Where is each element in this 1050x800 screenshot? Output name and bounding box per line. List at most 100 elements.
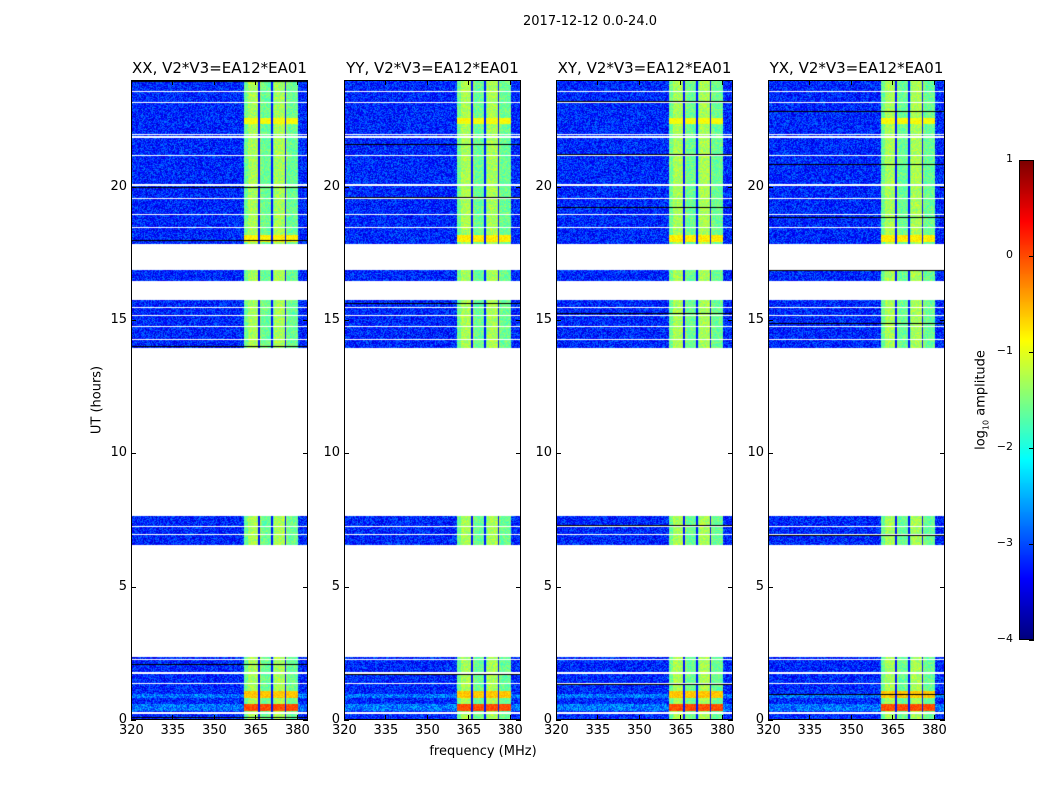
x-tick-label: 365 xyxy=(880,723,906,738)
y-tick-right xyxy=(516,320,521,321)
y-tick xyxy=(344,586,349,588)
x-axis-label: frequency (MHz) xyxy=(429,744,537,759)
x-tick-top xyxy=(680,80,682,85)
y-tick-right xyxy=(728,320,733,321)
colorbar-tick xyxy=(1029,160,1034,161)
x-tick-top xyxy=(255,80,257,85)
heatmap-panel xyxy=(556,80,733,720)
y-tick xyxy=(556,720,561,721)
x-tick xyxy=(638,715,640,720)
x-tick xyxy=(768,715,769,720)
y-tick-label: 5 xyxy=(331,578,340,594)
colorbar-gradient xyxy=(1020,161,1033,639)
y-tick-right xyxy=(728,720,733,721)
y-tick-label: 10 xyxy=(535,445,552,461)
y-tick xyxy=(768,586,773,588)
x-tick-top xyxy=(131,80,132,85)
y-tick-right xyxy=(940,186,945,188)
x-tick-label: 365 xyxy=(456,723,482,738)
colorbar-tick-label: −2 xyxy=(996,440,1013,453)
y-tick xyxy=(131,720,136,721)
heatmap-image xyxy=(345,81,520,719)
x-tick xyxy=(933,715,935,720)
x-tick xyxy=(850,715,852,720)
y-tick-label: 5 xyxy=(543,578,552,594)
x-tick-label: 380 xyxy=(497,723,523,738)
colorbar-tick xyxy=(1029,544,1034,545)
colorbar-tick-label: 0 xyxy=(1006,248,1013,261)
y-tick-right xyxy=(728,453,733,455)
x-tick-top xyxy=(296,80,298,85)
x-tick-label: 320 xyxy=(544,723,569,738)
y-tick-label: 20 xyxy=(323,178,340,194)
y-tick xyxy=(131,320,136,321)
y-tick-label: 20 xyxy=(747,178,764,194)
heatmap-panel xyxy=(768,80,945,720)
x-tick xyxy=(344,715,345,720)
x-tick-top xyxy=(597,80,599,85)
x-tick-top xyxy=(213,80,215,85)
y-tick-right xyxy=(303,186,308,188)
y-tick xyxy=(344,453,349,455)
x-tick-label: 335 xyxy=(797,723,823,738)
x-tick xyxy=(468,715,470,720)
y-tick xyxy=(344,186,349,188)
x-tick xyxy=(131,715,132,720)
x-tick-label: 380 xyxy=(921,723,947,738)
colorbar-tick-label: −4 xyxy=(996,632,1013,645)
y-tick-label: 10 xyxy=(747,445,764,461)
x-tick-label: 335 xyxy=(373,723,399,738)
y-tick-label: 15 xyxy=(110,312,127,327)
x-tick-top xyxy=(892,80,894,85)
y-tick-right xyxy=(940,720,945,721)
x-tick-top xyxy=(638,80,640,85)
x-tick-label: 350 xyxy=(626,723,652,738)
y-tick-right xyxy=(303,720,308,721)
y-tick xyxy=(768,186,773,188)
x-tick-top xyxy=(344,80,345,85)
x-tick-top xyxy=(768,80,769,85)
y-tick-label: 5 xyxy=(755,578,764,594)
colorbar-tick-label: −1 xyxy=(996,344,1013,357)
y-tick-right xyxy=(516,720,521,721)
x-tick-top xyxy=(426,80,428,85)
x-tick xyxy=(426,715,428,720)
x-tick-label: 365 xyxy=(243,723,269,738)
colorbar-tick xyxy=(1029,448,1034,449)
heatmap-image xyxy=(769,81,944,719)
x-tick-top xyxy=(933,80,935,85)
x-tick xyxy=(172,715,174,720)
y-tick-label: 20 xyxy=(535,178,552,194)
y-tick-right xyxy=(728,186,733,188)
x-tick-top xyxy=(385,80,387,85)
y-tick-right xyxy=(940,320,945,321)
x-tick-label: 350 xyxy=(838,723,864,738)
panel-title: XY, V2*V3=EA12*EA01 xyxy=(557,59,732,77)
y-tick-label: 0 xyxy=(755,712,764,727)
x-tick-top xyxy=(172,80,174,85)
heatmap-image xyxy=(132,81,307,719)
figure-title: 2017-12-12 0.0-24.0 xyxy=(523,14,657,29)
y-tick xyxy=(556,453,561,455)
x-tick xyxy=(213,715,215,720)
x-tick xyxy=(509,715,511,720)
x-tick-top xyxy=(809,80,811,85)
x-tick xyxy=(255,715,257,720)
y-tick-label: 10 xyxy=(110,445,127,461)
x-tick-label: 320 xyxy=(756,723,781,738)
x-tick-label: 380 xyxy=(709,723,735,738)
y-tick xyxy=(344,320,349,321)
y-tick xyxy=(768,453,773,455)
colorbar-label: log10 amplitude xyxy=(973,350,991,450)
y-tick xyxy=(768,720,773,721)
colorbar-tick xyxy=(1029,256,1034,257)
y-tick-right xyxy=(940,586,945,588)
y-tick xyxy=(556,586,561,588)
panel-title: YX, V2*V3=EA12*EA01 xyxy=(769,59,944,77)
x-tick-label: 350 xyxy=(414,723,440,738)
x-tick-label: 350 xyxy=(201,723,227,738)
y-tick-label: 15 xyxy=(535,312,552,327)
y-tick xyxy=(344,720,349,721)
x-tick-top xyxy=(468,80,470,85)
